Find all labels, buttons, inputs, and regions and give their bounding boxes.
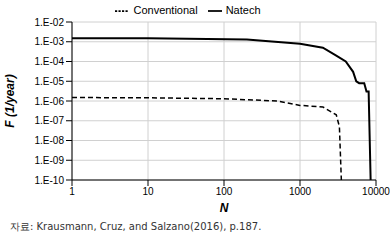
svg-text:1.E-02: 1.E-02 (35, 17, 65, 28)
svg-text:1.E-04: 1.E-04 (35, 56, 65, 67)
svg-text:1000: 1000 (289, 186, 312, 197)
html-text:자료: Krausmann, Cruz, and Salza: 자료: Krausmann, Cruz, and Salzano(2016), … (10, 221, 262, 232)
svg-text:1.E-08: 1.E-08 (35, 135, 65, 146)
svg-text:1.E-09: 1.E-09 (35, 155, 65, 166)
svg-text:1.E-06: 1.E-06 (35, 96, 65, 107)
svg-text:1.E-10: 1.E-10 (35, 175, 65, 186)
svg-text:100: 100 (216, 186, 233, 197)
svg-text:1.E-07: 1.E-07 (35, 115, 65, 126)
svg-text:N: N (220, 201, 229, 215)
svg-text:10: 10 (142, 186, 154, 197)
svg-text:F (1/year): F (1/year) (8, 74, 17, 127)
svg-text:1.E-03: 1.E-03 (35, 36, 65, 47)
html-text:Conventional: Conventional (133, 4, 198, 16)
svg-text:10000: 10000 (362, 186, 382, 197)
svg-text:1: 1 (69, 186, 75, 197)
html-text:Natech: Natech (225, 4, 261, 16)
svg-text:1.E-05: 1.E-05 (35, 76, 65, 87)
